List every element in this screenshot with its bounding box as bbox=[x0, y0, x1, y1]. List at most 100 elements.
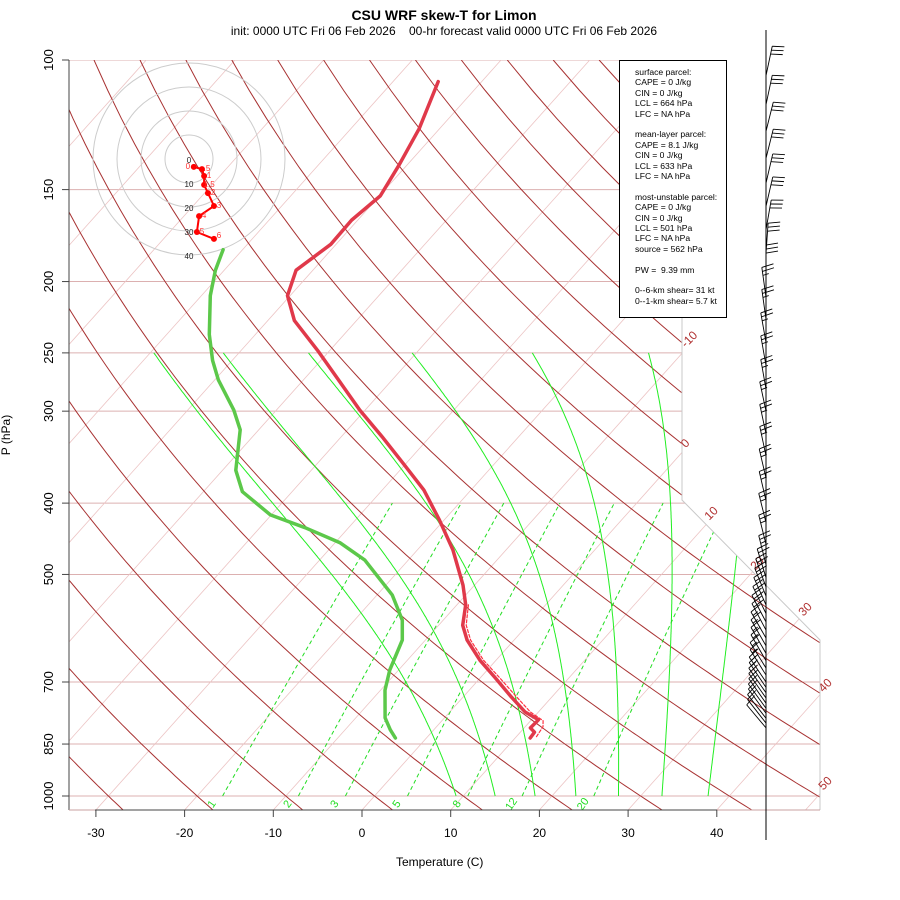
barb-full bbox=[747, 690, 757, 700]
barb-full bbox=[756, 556, 768, 563]
barb-full bbox=[752, 579, 764, 587]
barb-shaft bbox=[758, 471, 767, 501]
mixing-ratio-line bbox=[297, 502, 462, 797]
isotherm-line bbox=[626, 60, 820, 810]
dry-adiabat-line bbox=[782, 60, 820, 810]
wind-barb bbox=[758, 530, 772, 565]
shear-0-6km: 0--6-km shear= 31 kt bbox=[635, 285, 715, 296]
barb-shaft bbox=[751, 595, 767, 623]
dry-adiabat-line bbox=[736, 60, 820, 810]
mixing-ratio-label: 2 bbox=[281, 798, 294, 810]
barb-full bbox=[771, 109, 784, 112]
hodograph-height-label: 3 bbox=[217, 201, 222, 210]
wind-barb bbox=[750, 619, 767, 654]
barb-full bbox=[759, 534, 772, 540]
isotherm-line bbox=[69, 60, 413, 810]
barb-full bbox=[770, 184, 784, 186]
dry-adiabat-line bbox=[69, 60, 575, 810]
wind-barb bbox=[751, 587, 767, 623]
barb-full bbox=[771, 136, 784, 139]
barb-full bbox=[750, 619, 761, 628]
barb-full bbox=[770, 161, 784, 163]
barb-full bbox=[762, 289, 775, 294]
y-tick-label: 500 bbox=[41, 564, 56, 586]
isotherm-line bbox=[69, 60, 502, 810]
barb-full bbox=[748, 659, 758, 669]
barb-full bbox=[760, 355, 773, 360]
barb-full bbox=[754, 582, 765, 591]
wind-barb bbox=[753, 570, 767, 606]
wind-barb bbox=[765, 45, 785, 76]
barb-shaft bbox=[748, 667, 767, 694]
barb-full bbox=[759, 470, 772, 476]
wind-barb bbox=[758, 509, 772, 545]
barb-full bbox=[750, 626, 761, 636]
wind-barb bbox=[765, 101, 786, 132]
barb-full bbox=[755, 552, 767, 560]
barb-full bbox=[758, 546, 770, 554]
barb-shaft bbox=[748, 683, 767, 709]
barb-full bbox=[761, 359, 774, 364]
barb-full bbox=[759, 466, 771, 472]
barb-shaft bbox=[765, 75, 773, 105]
y-tick-label: 150 bbox=[41, 179, 56, 201]
barb-full bbox=[760, 380, 773, 387]
hodograph-ring-label: 20 bbox=[185, 204, 194, 213]
precipitable-water: PW = 9.39 mm bbox=[635, 264, 695, 275]
x-tick-label: -30 bbox=[87, 826, 105, 840]
info-line: CAPE = 0 J/kg bbox=[635, 77, 692, 88]
moist-adiabat-line bbox=[648, 352, 673, 797]
barb-half bbox=[762, 364, 769, 368]
barb-shaft bbox=[748, 662, 767, 688]
wind-barb bbox=[765, 242, 779, 276]
y-tick-label: 100 bbox=[41, 49, 56, 71]
info-line: LCL = 501 hPa bbox=[635, 223, 693, 234]
barb-full bbox=[773, 101, 786, 104]
barb-full bbox=[772, 74, 785, 77]
chart-title: CSU WRF skew-T for Limon bbox=[351, 7, 537, 23]
shear-0-1km: 0--1-km shear= 5.7 kt bbox=[635, 295, 717, 306]
mixing-ratio-label: 5 bbox=[390, 798, 403, 810]
wind-barb bbox=[751, 595, 767, 631]
barb-shaft bbox=[758, 515, 767, 545]
barb-full bbox=[748, 669, 758, 679]
barb-full bbox=[758, 530, 771, 537]
barb-half bbox=[760, 498, 767, 502]
hodograph-point bbox=[204, 190, 211, 197]
barb-full bbox=[748, 675, 758, 685]
isotherm-line bbox=[69, 60, 324, 810]
barb-full bbox=[762, 267, 775, 272]
wind-barb bbox=[752, 579, 767, 614]
mixing-ratio-label: 20 bbox=[575, 796, 592, 813]
barb-full bbox=[760, 331, 773, 337]
barb-shaft bbox=[752, 586, 767, 614]
temperature-trace bbox=[285, 79, 541, 740]
x-tick-label: 10 bbox=[444, 826, 458, 840]
wind-barb bbox=[765, 74, 785, 105]
info-line: CIN = 0 J/kg bbox=[635, 87, 683, 98]
wind-barb bbox=[760, 308, 774, 343]
moist-adiabat-line bbox=[153, 352, 457, 797]
hodograph-height-label: 5 bbox=[200, 227, 205, 236]
barb-shaft bbox=[748, 688, 767, 714]
barb-shaft bbox=[748, 678, 767, 704]
hodograph-point bbox=[210, 235, 217, 242]
barb-full bbox=[771, 157, 785, 160]
info-line: LFC = NA hPa bbox=[635, 171, 691, 182]
barb-full bbox=[765, 250, 779, 254]
dry-adiabat-line bbox=[69, 60, 395, 810]
barb-half bbox=[760, 454, 767, 458]
hodograph-point bbox=[201, 181, 208, 188]
barb-full bbox=[749, 634, 760, 643]
mixing-ratio-line bbox=[407, 502, 561, 797]
hodograph-ring bbox=[164, 134, 214, 184]
barb-full bbox=[761, 335, 774, 341]
barb-full bbox=[759, 399, 772, 405]
barb-full bbox=[759, 513, 772, 520]
wind-barb bbox=[748, 659, 767, 694]
wind-barb bbox=[748, 664, 767, 699]
wind-barb bbox=[747, 685, 767, 719]
x-tick-label: -10 bbox=[265, 826, 283, 840]
barb-full bbox=[759, 421, 772, 427]
wind-barb bbox=[765, 153, 785, 184]
